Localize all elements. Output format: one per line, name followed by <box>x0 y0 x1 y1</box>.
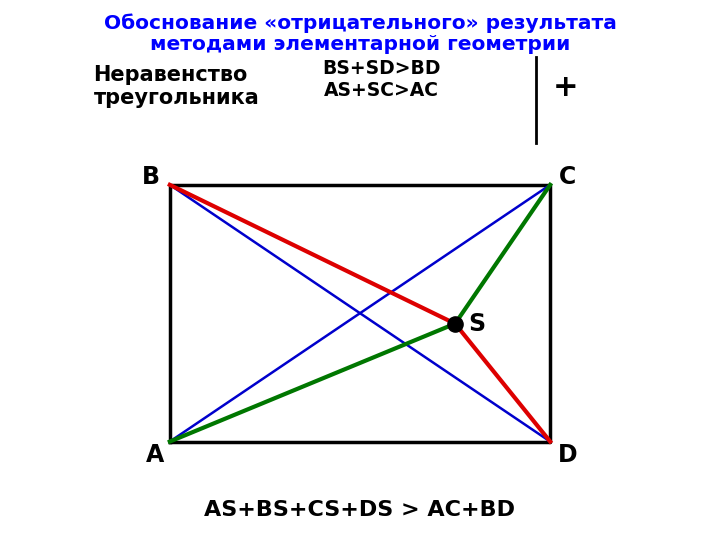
Text: BS+SD>BD
AS+SC>AC: BS+SD>BD AS+SC>AC <box>323 59 441 100</box>
Point <box>449 319 461 328</box>
Text: AS+BS+CS+DS > AC+BD: AS+BS+CS+DS > AC+BD <box>204 500 516 521</box>
Text: S: S <box>469 312 485 336</box>
Text: B: B <box>142 165 160 189</box>
Text: Обоснование «отрицательного» результата: Обоснование «отрицательного» результата <box>104 14 616 33</box>
Text: A: A <box>145 443 163 467</box>
Text: D: D <box>557 443 577 467</box>
Text: Неравенство
треугольника: Неравенство треугольника <box>94 65 259 108</box>
Text: методами элементарной геометрии: методами элементарной геометрии <box>150 35 570 54</box>
Text: +: + <box>552 73 578 102</box>
Text: C: C <box>559 165 576 189</box>
